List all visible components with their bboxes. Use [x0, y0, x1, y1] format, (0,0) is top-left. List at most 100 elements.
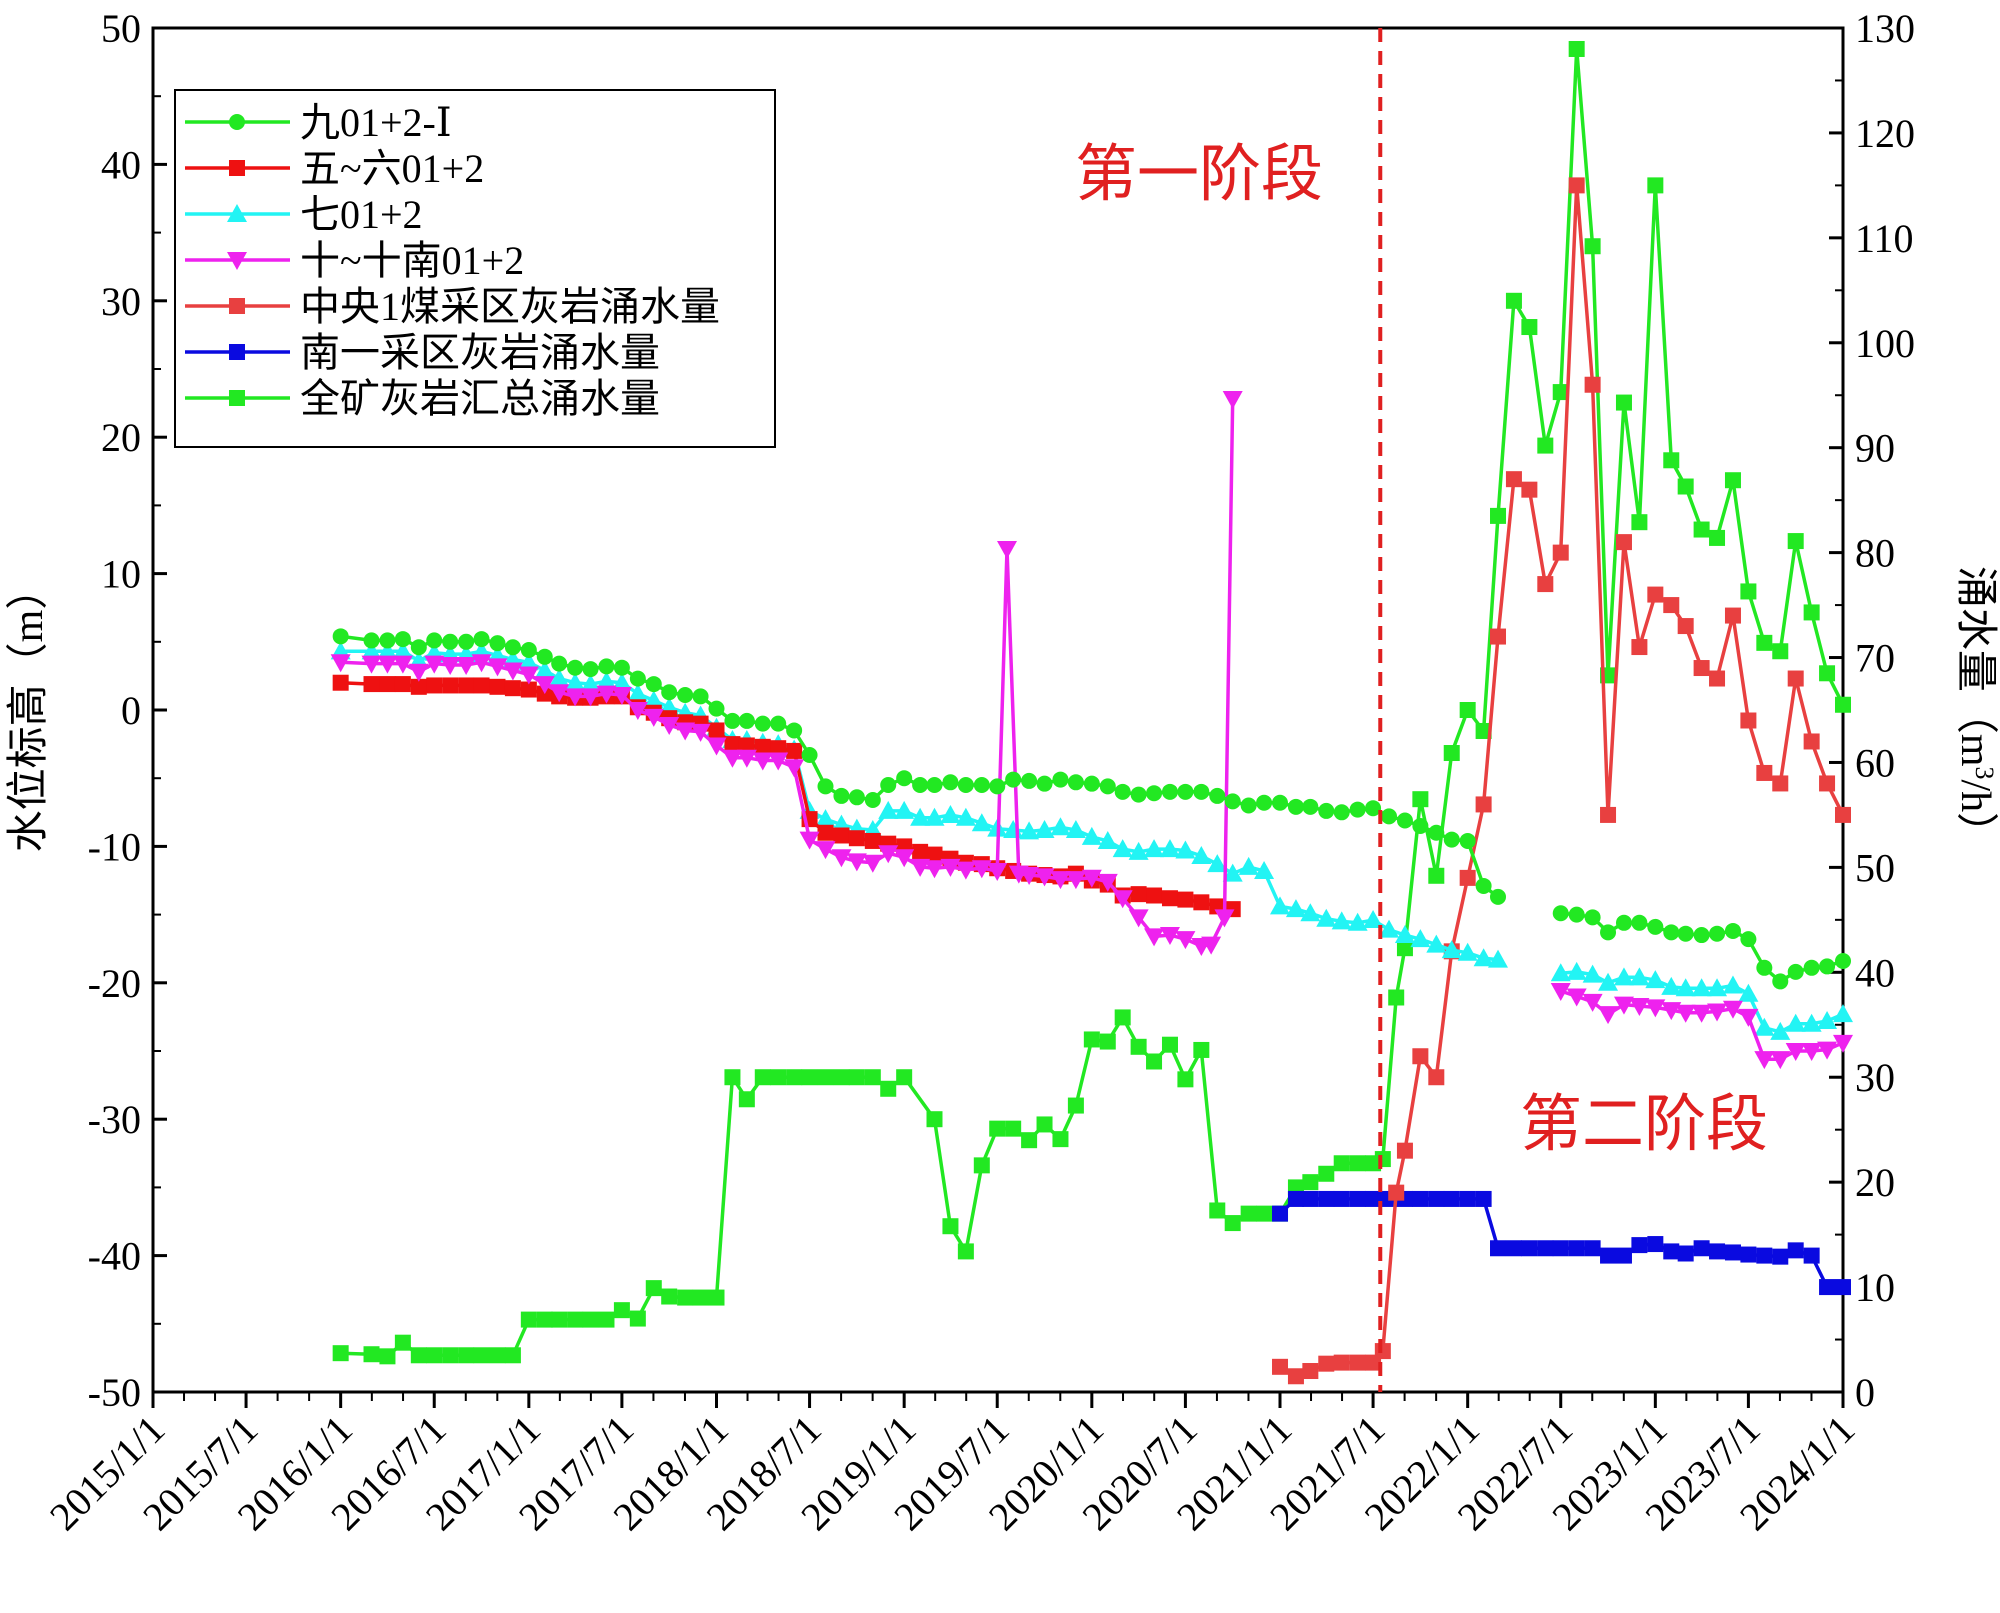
right-axis-tick-label: 90	[1855, 426, 1895, 471]
data-point	[1488, 949, 1509, 968]
data-point	[1521, 319, 1538, 336]
data-point	[1754, 1051, 1775, 1070]
data-point	[1128, 841, 1149, 860]
data-point	[1552, 1240, 1569, 1257]
data-point	[1052, 771, 1069, 788]
legend-label: 全矿灰岩汇总涌水量	[300, 376, 660, 421]
data-point	[536, 1311, 553, 1328]
data-point	[1675, 1004, 1696, 1023]
data-point	[1175, 931, 1196, 950]
data-point	[1177, 891, 1194, 908]
data-point	[1833, 1004, 1853, 1023]
data-point	[1318, 1165, 1335, 1182]
data-point	[1272, 1205, 1289, 1222]
data-point	[1052, 1131, 1069, 1148]
data-point	[957, 1243, 974, 1260]
data-point	[1333, 1190, 1350, 1207]
data-point	[504, 639, 521, 656]
data-point	[1144, 928, 1165, 947]
data-point	[1707, 978, 1728, 997]
data-point	[724, 736, 741, 753]
right-axis-tick-label: 60	[1855, 740, 1895, 785]
data-point	[1396, 1142, 1413, 1159]
data-point	[1318, 1355, 1335, 1372]
data-point	[910, 858, 931, 877]
data-point	[659, 717, 680, 736]
right-axis-title-main: 涌水量（m	[1952, 566, 1998, 767]
data-point	[1065, 871, 1086, 890]
data-point	[1724, 1244, 1741, 1261]
data-point	[940, 858, 961, 877]
data-point	[1598, 1006, 1619, 1025]
data-point	[955, 861, 976, 880]
data-point	[1128, 909, 1149, 928]
data-point	[786, 722, 803, 739]
data-point	[924, 807, 945, 826]
data-point	[768, 752, 789, 771]
data-point	[1568, 906, 1585, 923]
data-point	[1428, 1190, 1445, 1207]
data-point	[1365, 1190, 1382, 1207]
data-point	[1709, 1243, 1726, 1260]
data-point	[1521, 481, 1538, 498]
data-point	[692, 1289, 709, 1306]
right-axis-title-sup: 3	[1971, 767, 2000, 780]
data-point	[504, 1347, 521, 1364]
data-point	[1459, 702, 1476, 718]
left-axis-tick-label: -30	[88, 1097, 141, 1142]
data-point	[379, 1348, 396, 1365]
data-point	[708, 700, 725, 717]
data-point	[848, 1069, 865, 1086]
data-point	[565, 672, 586, 691]
data-point	[629, 1310, 646, 1327]
data-point	[1473, 948, 1494, 967]
data-point	[1374, 1343, 1391, 1360]
data-point	[1238, 856, 1259, 875]
data-point	[394, 631, 411, 648]
data-point	[1629, 997, 1650, 1016]
data-point	[1159, 839, 1180, 858]
data-point	[1675, 978, 1696, 997]
data-point	[1318, 1190, 1335, 1207]
data-point	[1097, 873, 1118, 892]
data-point	[1443, 1190, 1460, 1207]
data-point	[722, 749, 743, 768]
data-point	[392, 655, 413, 674]
data-point	[817, 1069, 834, 1086]
data-point	[677, 686, 694, 703]
data-point	[1600, 924, 1617, 941]
data-point	[410, 678, 427, 695]
data-point	[1412, 1190, 1429, 1207]
data-point	[1083, 775, 1100, 792]
data-point	[1475, 1190, 1492, 1207]
data-point	[1631, 1237, 1648, 1254]
data-point	[1193, 1041, 1210, 1058]
legend-label: 五~六01+2	[300, 146, 484, 191]
data-point	[489, 678, 506, 695]
data-point	[518, 666, 539, 685]
data-point	[801, 747, 818, 764]
data-point	[1663, 597, 1680, 614]
data-point	[1801, 1043, 1822, 1061]
legend-label: 中央1煤采区灰岩涌水量	[300, 284, 720, 329]
data-point	[1568, 40, 1585, 57]
data-point	[1130, 786, 1147, 803]
data-point	[1426, 934, 1447, 953]
data-point	[1475, 877, 1492, 894]
data-point	[363, 632, 380, 649]
data-point	[1709, 670, 1726, 687]
data-point	[1724, 607, 1741, 624]
legend-label: 九01+2-Ⅰ	[300, 100, 452, 145]
data-point	[1722, 1000, 1743, 1019]
data-point	[1388, 989, 1405, 1006]
data-point	[643, 690, 664, 709]
data-point	[1019, 821, 1040, 840]
data-point	[1099, 1033, 1116, 1050]
data-point	[926, 846, 943, 863]
data-point	[1691, 1004, 1712, 1023]
data-point	[1615, 1247, 1632, 1264]
data-point	[1193, 894, 1210, 911]
data-point	[973, 1157, 990, 1174]
data-point	[1490, 888, 1507, 905]
data-point	[1302, 1363, 1319, 1380]
